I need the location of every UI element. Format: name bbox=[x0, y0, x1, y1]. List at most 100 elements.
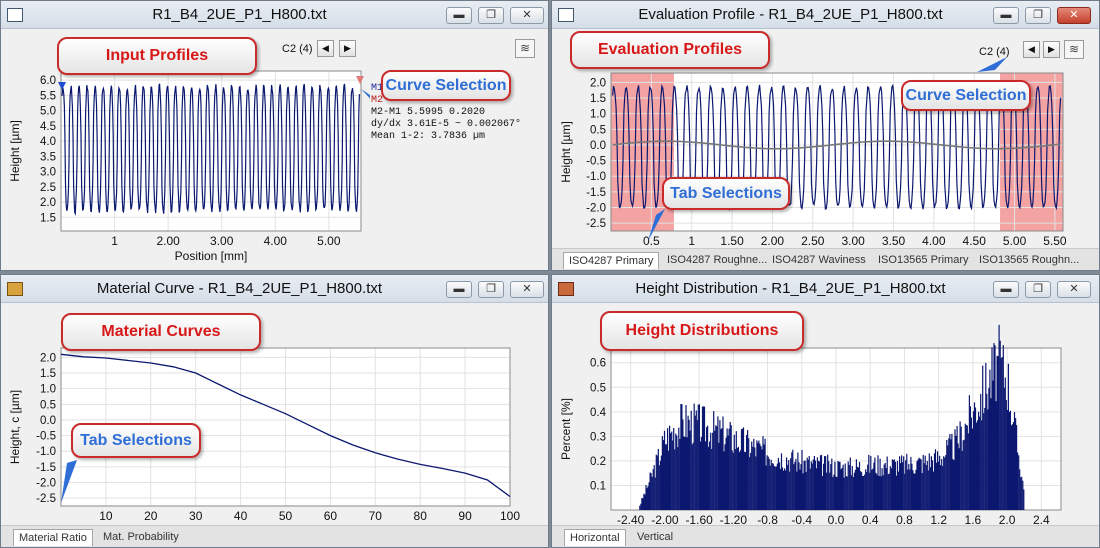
tab-horizontal[interactable]: Horizontal bbox=[564, 529, 626, 546]
histogram-bar bbox=[754, 447, 756, 510]
histogram-bar bbox=[948, 438, 950, 510]
window-title: Evaluation Profile - R1_B4_2UE_P1_H800.t… bbox=[638, 6, 943, 23]
histogram-bar bbox=[927, 470, 929, 510]
next-curve-button[interactable]: ▶ bbox=[339, 40, 356, 57]
histogram-bar bbox=[892, 460, 894, 510]
x-tick-label: 4.50 bbox=[963, 234, 987, 248]
histogram-bar bbox=[663, 430, 666, 510]
plot-frame bbox=[60, 347, 511, 507]
y-tick-label: 5.5 bbox=[40, 90, 56, 102]
y-tick-label: 5.0 bbox=[40, 106, 56, 118]
histogram-bar bbox=[757, 442, 759, 510]
close-button[interactable]: ✕ bbox=[510, 7, 544, 24]
previous-curve-button[interactable]: ◀ bbox=[317, 40, 334, 57]
histogram-bar bbox=[724, 444, 726, 510]
window-title: Height Distribution - R1_B4_2UE_P1_H800.… bbox=[635, 280, 946, 297]
minimize-button[interactable]: ▬ bbox=[993, 7, 1019, 24]
y-tick-label: 0.0 bbox=[40, 415, 56, 427]
histogram-bar bbox=[814, 460, 816, 510]
histogram-bar bbox=[886, 456, 888, 510]
height-distribution-titlebar[interactable]: Height Distribution - R1_B4_2UE_P1_H800.… bbox=[552, 275, 1099, 303]
tab-material-ratio[interactable]: Material Ratio bbox=[13, 529, 93, 546]
close-button[interactable]: ✕ bbox=[1057, 281, 1091, 298]
histogram-bar bbox=[991, 347, 993, 510]
histogram-bar bbox=[644, 494, 646, 510]
histogram-bar bbox=[679, 439, 681, 510]
histogram-bar bbox=[857, 467, 860, 510]
histogram-bar bbox=[912, 470, 914, 510]
profile-view-icon[interactable]: ≋ bbox=[515, 39, 535, 58]
previous-curve-button[interactable]: ◀ bbox=[1023, 41, 1040, 58]
histogram-bar bbox=[652, 469, 654, 510]
histogram-bar bbox=[980, 393, 982, 510]
histogram-bar bbox=[997, 356, 999, 510]
maximize-button[interactable]: ❐ bbox=[1025, 281, 1051, 298]
evaluation-profile-titlebar[interactable]: Evaluation Profile - R1_B4_2UE_P1_H800.t… bbox=[552, 1, 1099, 29]
histogram-bar bbox=[941, 459, 943, 510]
next-curve-button[interactable]: ▶ bbox=[1043, 41, 1060, 58]
histogram-bar bbox=[783, 470, 785, 510]
x-tick-label: -1.60 bbox=[685, 513, 713, 527]
histogram-bar bbox=[873, 462, 875, 510]
tab-iso4287-roughness[interactable]: ISO4287 Roughne... bbox=[667, 254, 768, 266]
material-curve-titlebar[interactable]: Material Curve - R1_B4_2UE_P1_H800.txt ▬… bbox=[1, 275, 548, 303]
close-button[interactable]: ✕ bbox=[510, 281, 544, 298]
x-tick-label: 80 bbox=[414, 509, 428, 523]
histogram-bar bbox=[711, 449, 713, 510]
y-tick-label: -2.0 bbox=[586, 203, 606, 215]
profile-view-icon[interactable]: ≋ bbox=[1064, 40, 1084, 59]
x-tick-label: 50 bbox=[279, 509, 293, 523]
histogram-bar bbox=[1018, 455, 1020, 510]
histogram-bar bbox=[790, 458, 792, 510]
histogram-bar bbox=[693, 403, 695, 510]
maximize-button[interactable]: ❐ bbox=[478, 7, 504, 24]
histogram-bar bbox=[800, 464, 802, 510]
y-tick-label: -0.5 bbox=[36, 431, 56, 443]
histogram-bar bbox=[671, 431, 673, 510]
tab-mat-probability[interactable]: Mat. Probability bbox=[103, 531, 179, 543]
minimize-button[interactable]: ▬ bbox=[446, 281, 472, 298]
histogram-bar bbox=[845, 476, 847, 510]
histogram-bar bbox=[824, 456, 826, 510]
histogram-bar bbox=[838, 461, 840, 510]
minimize-button[interactable]: ▬ bbox=[993, 281, 1019, 298]
y-tick-label: -0.5 bbox=[586, 156, 606, 168]
maximize-button[interactable]: ❐ bbox=[1025, 7, 1051, 24]
histogram-bar bbox=[721, 428, 723, 510]
tab-iso13565-roughness[interactable]: ISO13565 Roughn... bbox=[979, 254, 1080, 266]
histogram-bar bbox=[738, 452, 740, 510]
histogram-bar bbox=[696, 420, 698, 510]
histogram-bar bbox=[827, 454, 829, 510]
y-tick-label: 1.5 bbox=[590, 93, 606, 105]
histogram-bar bbox=[831, 458, 833, 510]
histogram-bar bbox=[976, 422, 978, 510]
y-tick-label: -1.5 bbox=[36, 462, 56, 474]
tab-iso13565-primary[interactable]: ISO13565 Primary bbox=[878, 254, 969, 266]
histogram-bar bbox=[984, 407, 986, 510]
x-tick-label: 4.00 bbox=[264, 234, 288, 248]
histogram-bar bbox=[846, 476, 848, 510]
curve-label: C2 (4) bbox=[282, 43, 313, 55]
input-profile-titlebar[interactable]: R1_B4_2UE_P1_H800.txt ▬ ❐ ✕ bbox=[1, 1, 548, 29]
maximize-button[interactable]: ❐ bbox=[478, 281, 504, 298]
histogram-bar bbox=[684, 437, 686, 510]
input-profile-window: R1_B4_2UE_P1_H800.txt ▬ ❐ ✕ 1 2.00 3.00 4.0… bbox=[0, 0, 549, 271]
y-tick-label: 2.0 bbox=[40, 197, 56, 209]
histogram-bar bbox=[651, 476, 653, 510]
histogram-bar bbox=[690, 410, 692, 510]
histogram-bar bbox=[923, 463, 925, 510]
tab-iso4287-waviness[interactable]: ISO4287 Waviness bbox=[772, 254, 866, 266]
tab-vertical[interactable]: Vertical bbox=[637, 531, 674, 543]
histogram-bar bbox=[867, 464, 869, 510]
histogram-bar bbox=[658, 465, 660, 510]
histogram-bar bbox=[735, 431, 737, 510]
y-tick-label: -1.5 bbox=[586, 187, 606, 199]
marker-m2-icon bbox=[356, 76, 364, 84]
minimize-button[interactable]: ▬ bbox=[446, 7, 472, 24]
close-button[interactable]: ✕ bbox=[1057, 7, 1091, 24]
histogram-bar bbox=[925, 465, 927, 510]
histogram-bar bbox=[706, 427, 708, 510]
histogram-bar bbox=[701, 406, 704, 510]
tab-iso4287-primary[interactable]: ISO4287 Primary bbox=[563, 252, 660, 269]
histogram-bar bbox=[926, 461, 928, 510]
